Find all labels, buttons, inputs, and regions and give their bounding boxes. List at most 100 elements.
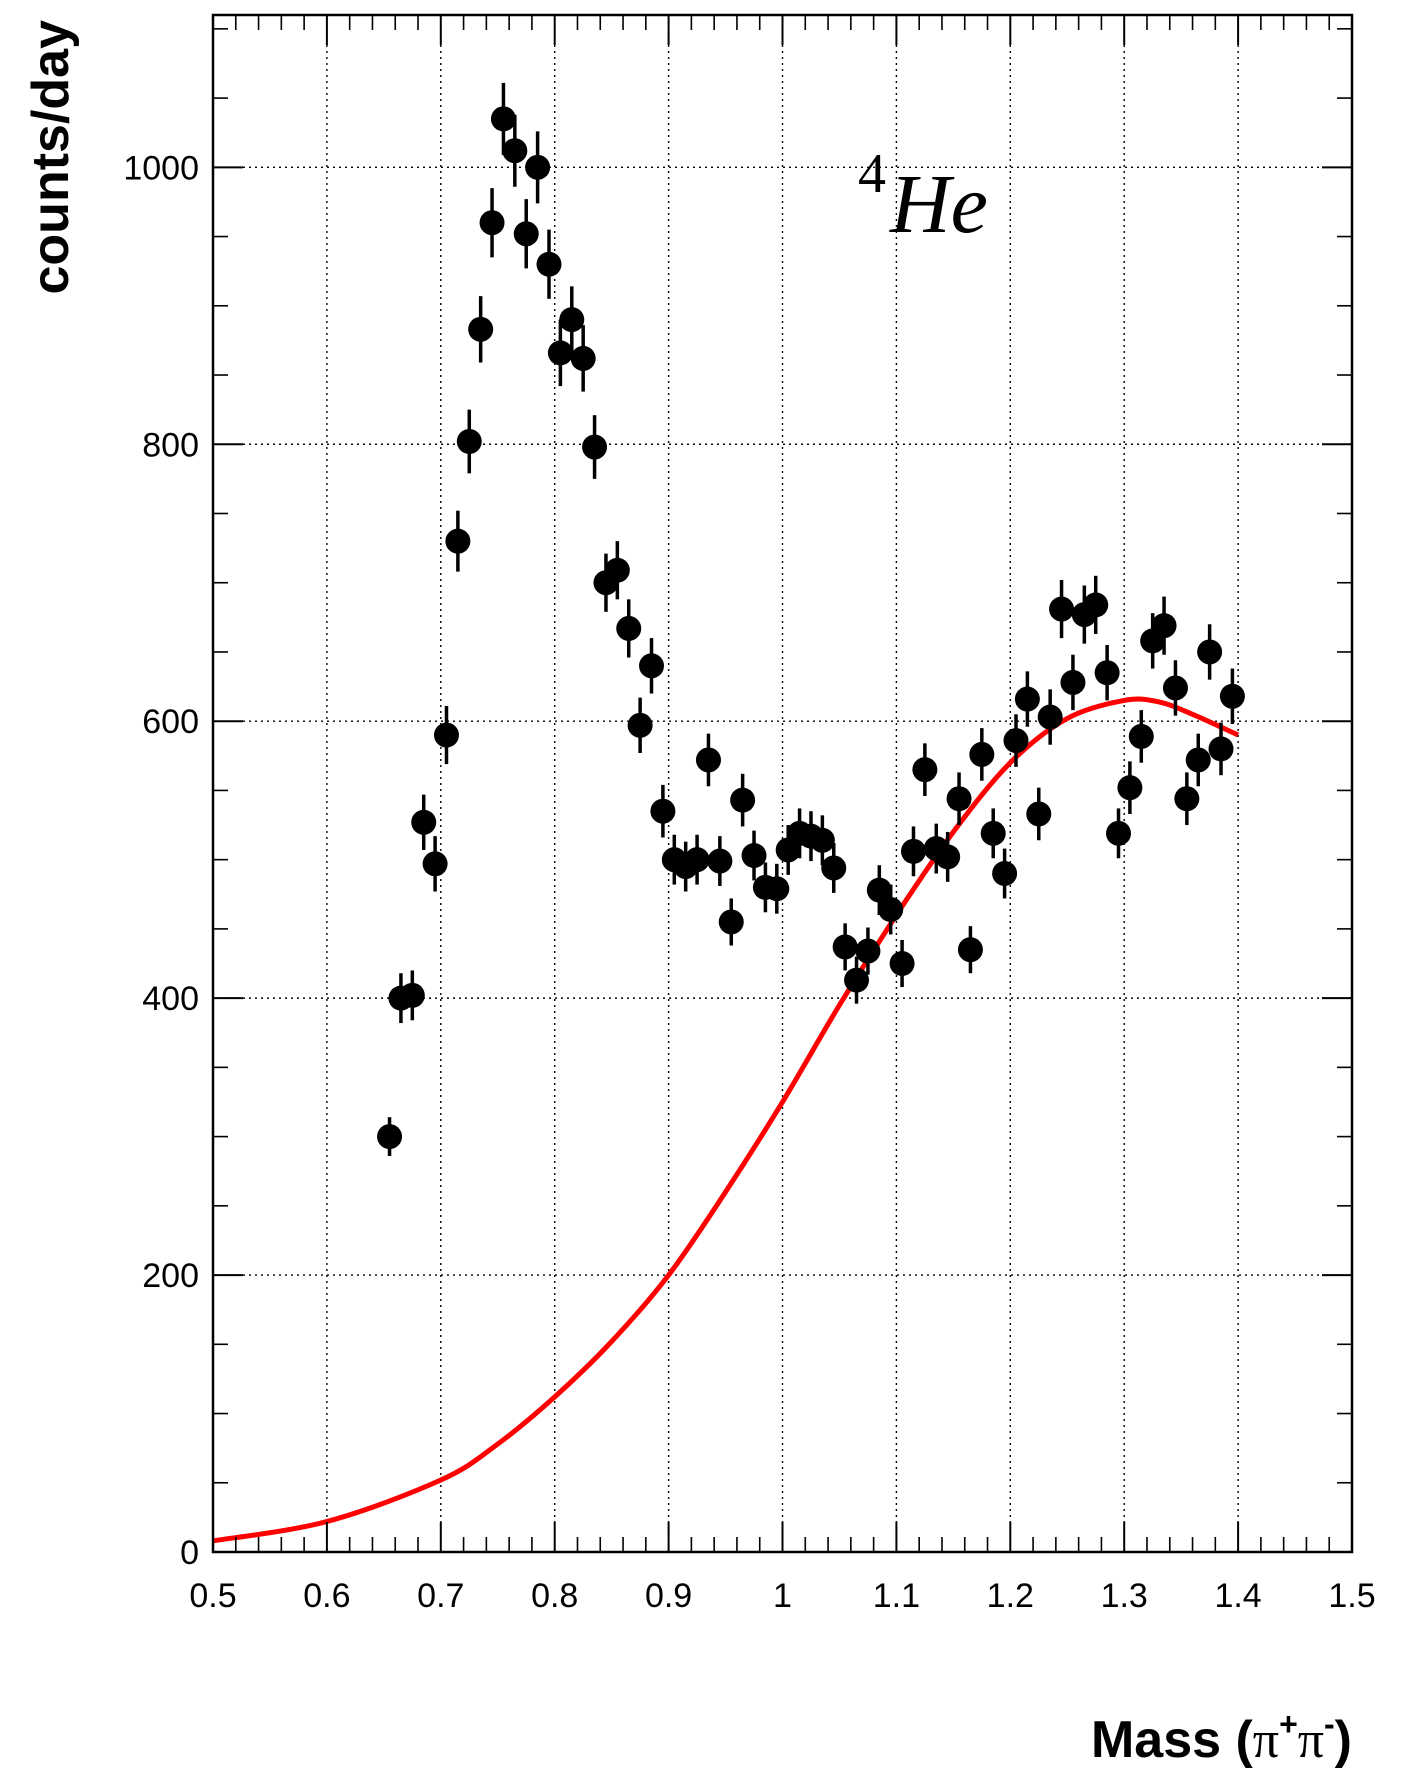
data-point <box>695 747 721 773</box>
data-point <box>536 251 562 277</box>
data-point <box>1049 596 1075 622</box>
x-tick-label: 0.5 <box>189 1577 236 1615</box>
data-point <box>684 847 710 873</box>
data-point <box>433 722 459 748</box>
x-tick-label: 0.7 <box>417 1577 464 1615</box>
data-point <box>445 528 471 554</box>
x-axis-label-pi-1: π <box>1253 1712 1279 1769</box>
data-point <box>718 909 744 935</box>
data-point <box>1060 669 1086 695</box>
data-point <box>1003 728 1029 754</box>
data-point <box>764 876 790 902</box>
data-point <box>1128 723 1154 749</box>
data-point <box>377 1124 403 1150</box>
y-tick-labels: 0 200 400 600 800 1000 <box>123 149 199 1572</box>
data-point <box>1219 683 1245 709</box>
data-point <box>1026 801 1052 827</box>
y-tick-label: 200 <box>142 1257 199 1295</box>
x-tick-label: 1.1 <box>873 1577 920 1615</box>
he4-element: He <box>889 158 988 251</box>
data-point <box>900 838 926 864</box>
data-point <box>399 982 425 1008</box>
data-point <box>627 712 653 738</box>
data-point <box>957 937 983 963</box>
x-tick-label: 0.6 <box>303 1577 350 1615</box>
data-point <box>832 934 858 960</box>
y-axis-label: counts/day <box>22 20 80 295</box>
x-tick-label: 1.3 <box>1101 1577 1148 1615</box>
data-point <box>980 820 1006 846</box>
data-point <box>1037 704 1063 730</box>
y-tick-label: 600 <box>142 703 199 741</box>
data-point <box>1014 686 1040 712</box>
data-point <box>809 827 835 853</box>
x-axis-label: Mass (π+π-) <box>1091 1706 1352 1769</box>
fit-curve <box>212 696 1240 1544</box>
data-points-layer <box>377 82 1245 1156</box>
data-point <box>422 851 448 877</box>
data-point <box>1197 639 1223 665</box>
x-tick-label: 0.8 <box>531 1577 578 1615</box>
data-point <box>741 843 767 869</box>
y-tick-label: 400 <box>142 980 199 1018</box>
x-axis-label-close: ) <box>1335 1711 1352 1769</box>
grid <box>213 15 1352 1552</box>
x-tick-label: 1.5 <box>1328 1577 1375 1615</box>
data-point <box>411 809 437 835</box>
x-axis-label-main: Mass ( <box>1091 1711 1254 1769</box>
y-tick-label: 0 <box>180 1534 199 1572</box>
he4-annotation: 4He <box>858 143 988 251</box>
data-point <box>1208 736 1234 762</box>
data-point <box>1162 675 1188 701</box>
data-point <box>1151 613 1177 639</box>
x-axis-label-pi-2: π <box>1298 1712 1324 1769</box>
data-point <box>479 210 505 236</box>
data-point <box>855 938 881 964</box>
data-point <box>570 345 596 371</box>
data-point <box>639 653 665 679</box>
data-point <box>1117 775 1143 801</box>
data-point <box>1094 660 1120 686</box>
data-point <box>730 787 756 813</box>
data-point <box>969 741 995 767</box>
data-point <box>559 307 585 333</box>
y-tick-label: 1000 <box>123 149 199 187</box>
data-point <box>547 340 573 366</box>
data-point <box>935 844 961 870</box>
data-point <box>525 154 551 180</box>
x-tick-label: 1 <box>773 1577 792 1615</box>
data-point <box>604 557 630 583</box>
data-point <box>1083 592 1109 618</box>
y-tick-label: 800 <box>142 426 199 464</box>
data-point <box>1185 747 1211 773</box>
data-point <box>456 428 482 454</box>
data-point <box>866 877 892 903</box>
data-point <box>582 434 608 460</box>
data-point <box>513 221 539 247</box>
he4-mass-number: 4 <box>858 143 886 205</box>
x-tick-labels: 0.5 0.6 0.7 0.8 0.9 1 1.1 1.2 1.3 1.4 1.5 <box>189 1577 1375 1615</box>
data-point <box>650 798 676 824</box>
axis-ticks <box>212 15 1353 1553</box>
data-point <box>889 951 915 977</box>
data-point <box>468 316 494 342</box>
data-point <box>844 967 870 993</box>
x-tick-label: 1.4 <box>1214 1577 1261 1615</box>
data-point <box>878 897 904 923</box>
x-axis-label-sup-1: + <box>1279 1706 1298 1742</box>
x-tick-label: 0.9 <box>645 1577 692 1615</box>
x-axis-label-sup-2: - <box>1324 1706 1335 1742</box>
data-point <box>912 757 938 783</box>
data-point <box>946 786 972 812</box>
data-point <box>1174 786 1200 812</box>
data-point <box>616 615 642 641</box>
data-point <box>1106 820 1132 846</box>
data-point <box>992 861 1018 887</box>
fit-curve-layer <box>212 696 1240 1544</box>
data-point <box>821 855 847 881</box>
data-point <box>502 138 528 164</box>
x-tick-label: 1.2 <box>987 1577 1034 1615</box>
data-point <box>490 106 516 132</box>
data-point <box>707 848 733 874</box>
